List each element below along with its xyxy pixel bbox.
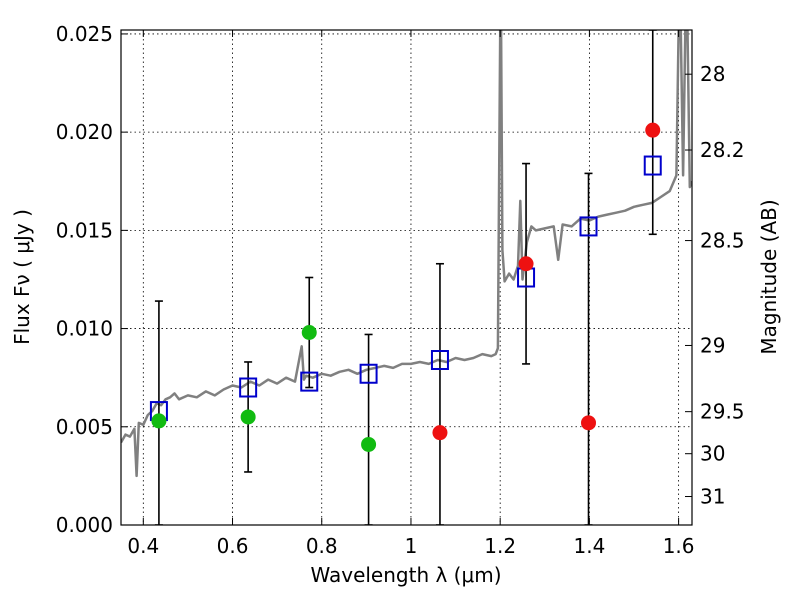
x-axis-label: Wavelength λ (μm) <box>310 563 501 587</box>
circle-marker <box>361 436 377 452</box>
y-tick-label: 0.015 <box>56 218 113 242</box>
right-tick-label: 29.5 <box>700 400 745 424</box>
model-spectrum <box>121 30 692 478</box>
circle-marker <box>645 122 661 138</box>
circle-marker <box>151 413 167 429</box>
circle-marker <box>432 425 448 441</box>
right-tick-label: 28.2 <box>700 138 745 162</box>
square-marker <box>239 377 258 398</box>
square-marker <box>430 350 449 370</box>
y-tick-label: 0.000 <box>56 513 113 537</box>
square-marker <box>300 371 319 392</box>
circle-marker <box>301 325 317 340</box>
y-tick-label: 0.005 <box>56 415 113 439</box>
square-marker <box>579 216 598 237</box>
x-tick-label: 1.6 <box>663 534 695 558</box>
axis-ticks: 0.4 0.6 0.8 1 1.2 1.4 1.6 0.000 0.005 0.010 0.015 0… <box>56 22 745 558</box>
x-tick-label: 1 <box>405 534 418 558</box>
x-tick-label: 0.8 <box>306 534 338 558</box>
y-tick-label: 0.010 <box>56 317 113 341</box>
plot-frame <box>120 29 693 526</box>
plot-background <box>121 30 692 525</box>
square-marker <box>359 363 378 384</box>
x-tick-label: 0.6 <box>217 534 249 558</box>
right-tick-label: 28 <box>700 62 725 86</box>
circle-marker <box>518 256 534 272</box>
x-tick-label: 1.4 <box>573 534 605 558</box>
y-tick-label: 0.025 <box>56 22 113 46</box>
right-tick-label: 31 <box>700 485 725 509</box>
spectrum-line <box>121 30 692 478</box>
gridlines <box>121 30 692 525</box>
y-axis-label: Flux Fν ( μJy ) <box>10 209 34 345</box>
right-tick-label: 28.5 <box>700 229 745 253</box>
x-tick-label: 0.4 <box>127 534 159 558</box>
y-tick-label: 0.020 <box>56 120 113 144</box>
right-tick-label: 29 <box>700 333 725 357</box>
data-markers <box>149 122 662 452</box>
circle-marker <box>581 415 597 431</box>
x-tick-label: 1.2 <box>484 534 516 558</box>
square-marker <box>643 155 662 176</box>
right-axis-label: Magnitude (AB) <box>757 199 781 354</box>
circle-marker <box>240 409 256 425</box>
right-tick-label: 30 <box>700 442 725 466</box>
